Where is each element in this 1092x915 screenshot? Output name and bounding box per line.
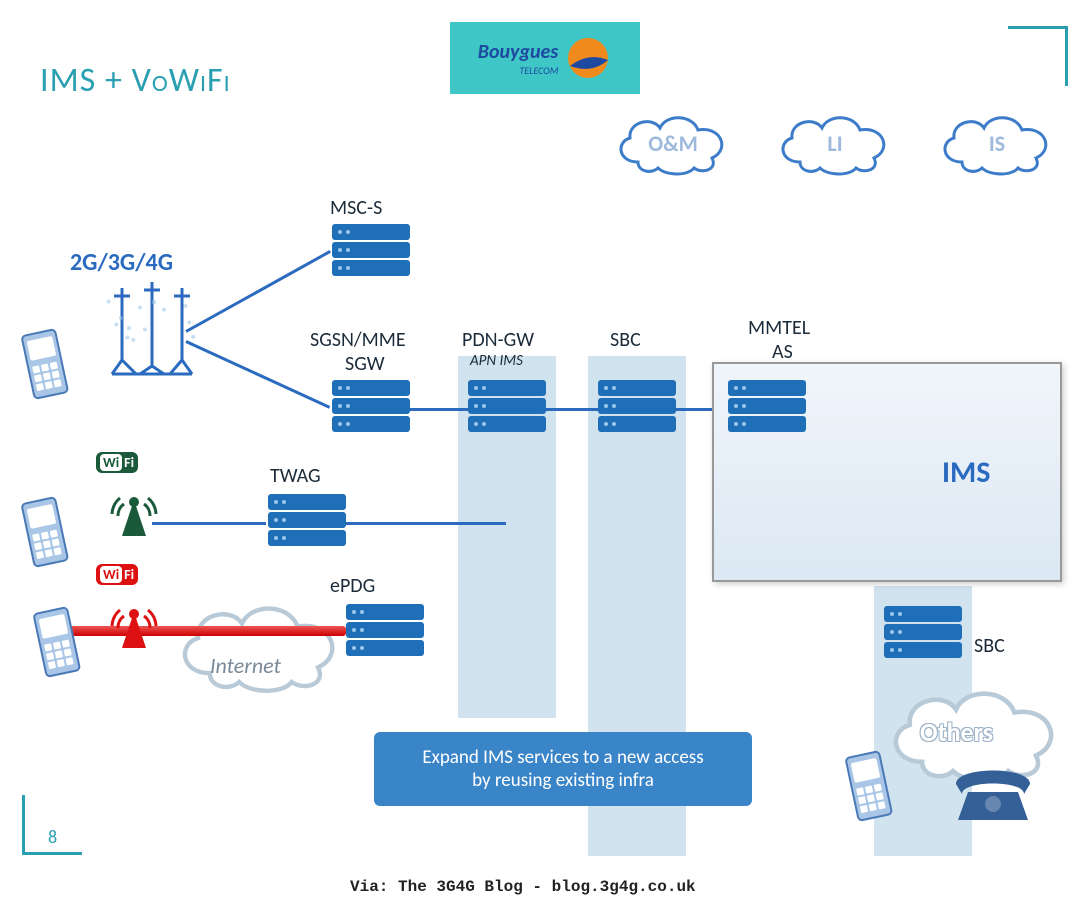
wifi-ap-icon <box>106 478 162 543</box>
server-sbc2 <box>884 606 962 660</box>
bouygues-logo: BouyguesTELECOM <box>450 22 640 94</box>
connection-line <box>152 522 266 525</box>
wifi-badge: WiFi <box>96 452 138 473</box>
cloud-om: O&M <box>608 108 738 176</box>
page-title: IMS + VoWiFi <box>40 60 231 101</box>
label-sgw: SGW <box>345 352 385 376</box>
server-mmtel <box>728 380 806 434</box>
label-epdg: ePDG <box>330 574 375 598</box>
ims-label: IMS <box>942 454 990 491</box>
page-number: 8 <box>48 826 57 848</box>
cloud-label: IS <box>932 130 1062 157</box>
label-pdn: PDN-GW <box>462 328 534 352</box>
phone-icon <box>30 604 84 687</box>
internet-cloud <box>166 594 356 699</box>
label-as: AS <box>772 340 793 364</box>
cloud-li: LI <box>770 108 900 176</box>
label-sbc2: SBC <box>974 634 1005 658</box>
server-epdg <box>346 604 424 658</box>
server-twag <box>268 494 346 548</box>
others-label: Others <box>920 716 993 748</box>
banner-line1: Expand IMS services to a new access <box>394 746 732 769</box>
server-pdn <box>468 380 546 434</box>
logo-brand-text: Bouygues <box>478 40 559 64</box>
label-mmtel: MMTEL <box>748 316 810 340</box>
connection-line <box>410 408 728 411</box>
server-sbc <box>598 380 676 434</box>
logo-sub-text: TELECOM <box>478 64 559 77</box>
desk-phone-icon <box>948 756 1038 831</box>
cloud-label: LI <box>770 130 900 157</box>
footer-text: Via: The 3G4G Blog - blog.3g4g.co.uk <box>350 878 696 896</box>
phone-icon <box>18 494 72 577</box>
phone-icon <box>18 326 72 409</box>
banner-box: Expand IMS services to a new accessby re… <box>374 732 752 806</box>
wifi-badge: WiFi <box>96 564 138 585</box>
phone-icon <box>842 748 896 831</box>
connection-line <box>346 522 506 525</box>
cloud-is: IS <box>932 108 1062 176</box>
cell-tower-icon <box>92 278 212 393</box>
label-msc: MSC-S <box>330 196 382 220</box>
label-sbc: SBC <box>610 328 641 352</box>
banner-line2: by reusing existing infra <box>394 769 732 792</box>
server-sgsn <box>332 380 410 434</box>
server-msc <box>332 224 410 278</box>
label-access: 2G/3G/4G <box>70 248 173 277</box>
corner-top-right <box>1008 26 1068 86</box>
label-sgsn: SGSN/MME <box>310 328 406 352</box>
label-apn: APN IMS <box>470 352 523 370</box>
wifi-ap-icon <box>106 590 162 655</box>
cloud-label: O&M <box>608 130 738 157</box>
internet-label: Internet <box>210 652 281 679</box>
label-twag: TWAG <box>270 464 321 488</box>
red-connection <box>46 626 346 636</box>
logo-icon <box>564 34 612 82</box>
